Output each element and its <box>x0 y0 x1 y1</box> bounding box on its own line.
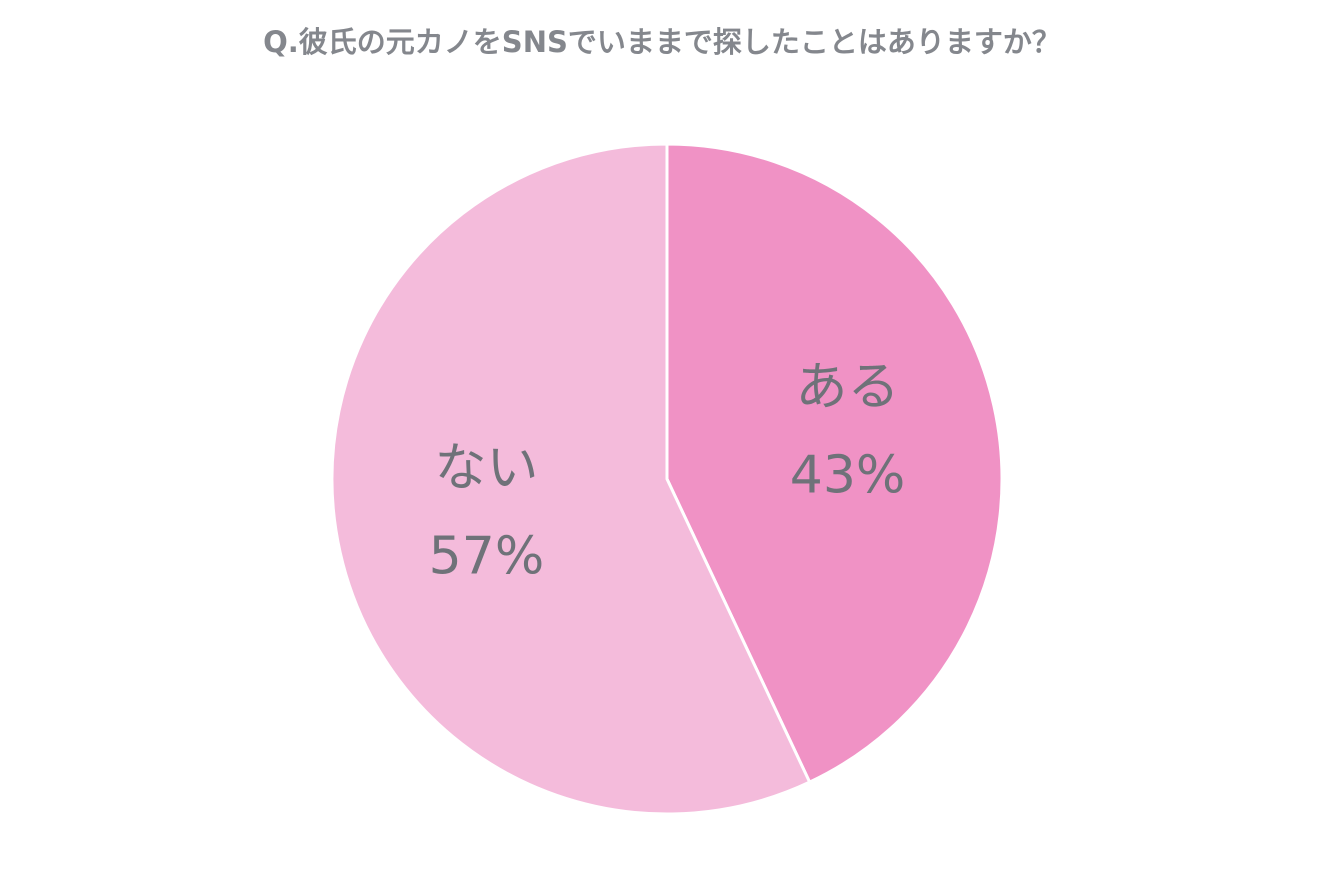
chart-title: Q.彼氏の元カノをSNSでいままで探したことはありますか？ <box>263 25 1061 59</box>
pie-slice <box>665 142 1004 785</box>
value-label: 57% <box>429 526 545 586</box>
slice-label: ある <box>796 358 900 418</box>
pie-slice <box>330 142 812 816</box>
value-label: 43% <box>790 446 906 506</box>
slice-label: ない <box>434 438 538 498</box>
